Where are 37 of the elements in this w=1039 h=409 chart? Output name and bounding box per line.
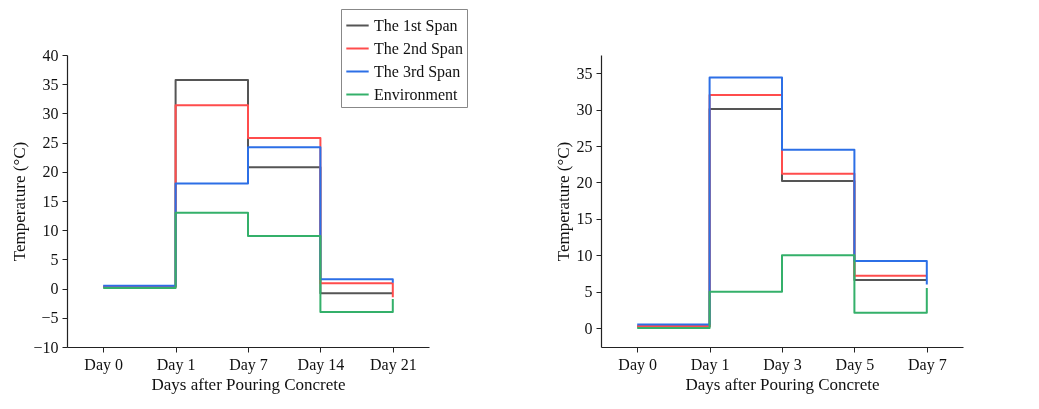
y-tick-label: −5	[41, 309, 59, 327]
x-tick-label: Day 0	[84, 355, 124, 374]
y-tick-label: 40	[42, 46, 59, 64]
y-tick-label: 35	[576, 64, 593, 82]
y-tick-label: 35	[42, 75, 59, 93]
y-tick-label: 15	[576, 210, 593, 228]
legend-label: The 1st Span	[374, 16, 458, 35]
x-tick-label: Day 5	[835, 355, 875, 374]
x-tick-label: Day 7	[229, 355, 268, 374]
x-axis-title: Days after Pouring Concrete	[685, 374, 880, 394]
y-tick-label: 15	[42, 192, 59, 210]
y-axis-title: Temperature (°C)	[10, 141, 30, 262]
y-tick-label: 20	[42, 163, 59, 181]
y-tick-label: 5	[50, 250, 59, 268]
y-tick-label: 0	[584, 319, 593, 337]
legend-label: The 3rd Span	[374, 62, 461, 81]
y-tick-label: 30	[42, 104, 59, 122]
y-tick-label: 0	[50, 280, 59, 298]
y-tick-label: 10	[42, 221, 59, 239]
legend-label: Environment	[374, 85, 459, 103]
y-tick-label: 25	[42, 134, 59, 152]
y-tick-label: 5	[584, 283, 593, 301]
x-tick-label: Day 1	[690, 355, 730, 374]
x-axis-title: Days after Pouring Concrete	[151, 374, 346, 394]
y-tick-label: 25	[576, 137, 593, 155]
y-tick-label: 30	[576, 101, 593, 119]
x-tick-label: Day 0	[618, 355, 658, 374]
x-tick-label: Day 14	[297, 355, 345, 374]
x-tick-label: Day 21	[369, 355, 417, 374]
legend-label: The 2nd Span	[374, 39, 463, 58]
y-tick-label: −10	[33, 338, 59, 356]
x-tick-label: Day 1	[156, 355, 196, 374]
x-tick-label: Day 3	[763, 355, 802, 374]
x-tick-label: Day 7	[907, 355, 947, 374]
y-axis-title: Temperature (°C)	[553, 141, 573, 262]
y-tick-label: 10	[576, 246, 593, 264]
y-tick-label: 20	[576, 173, 593, 191]
